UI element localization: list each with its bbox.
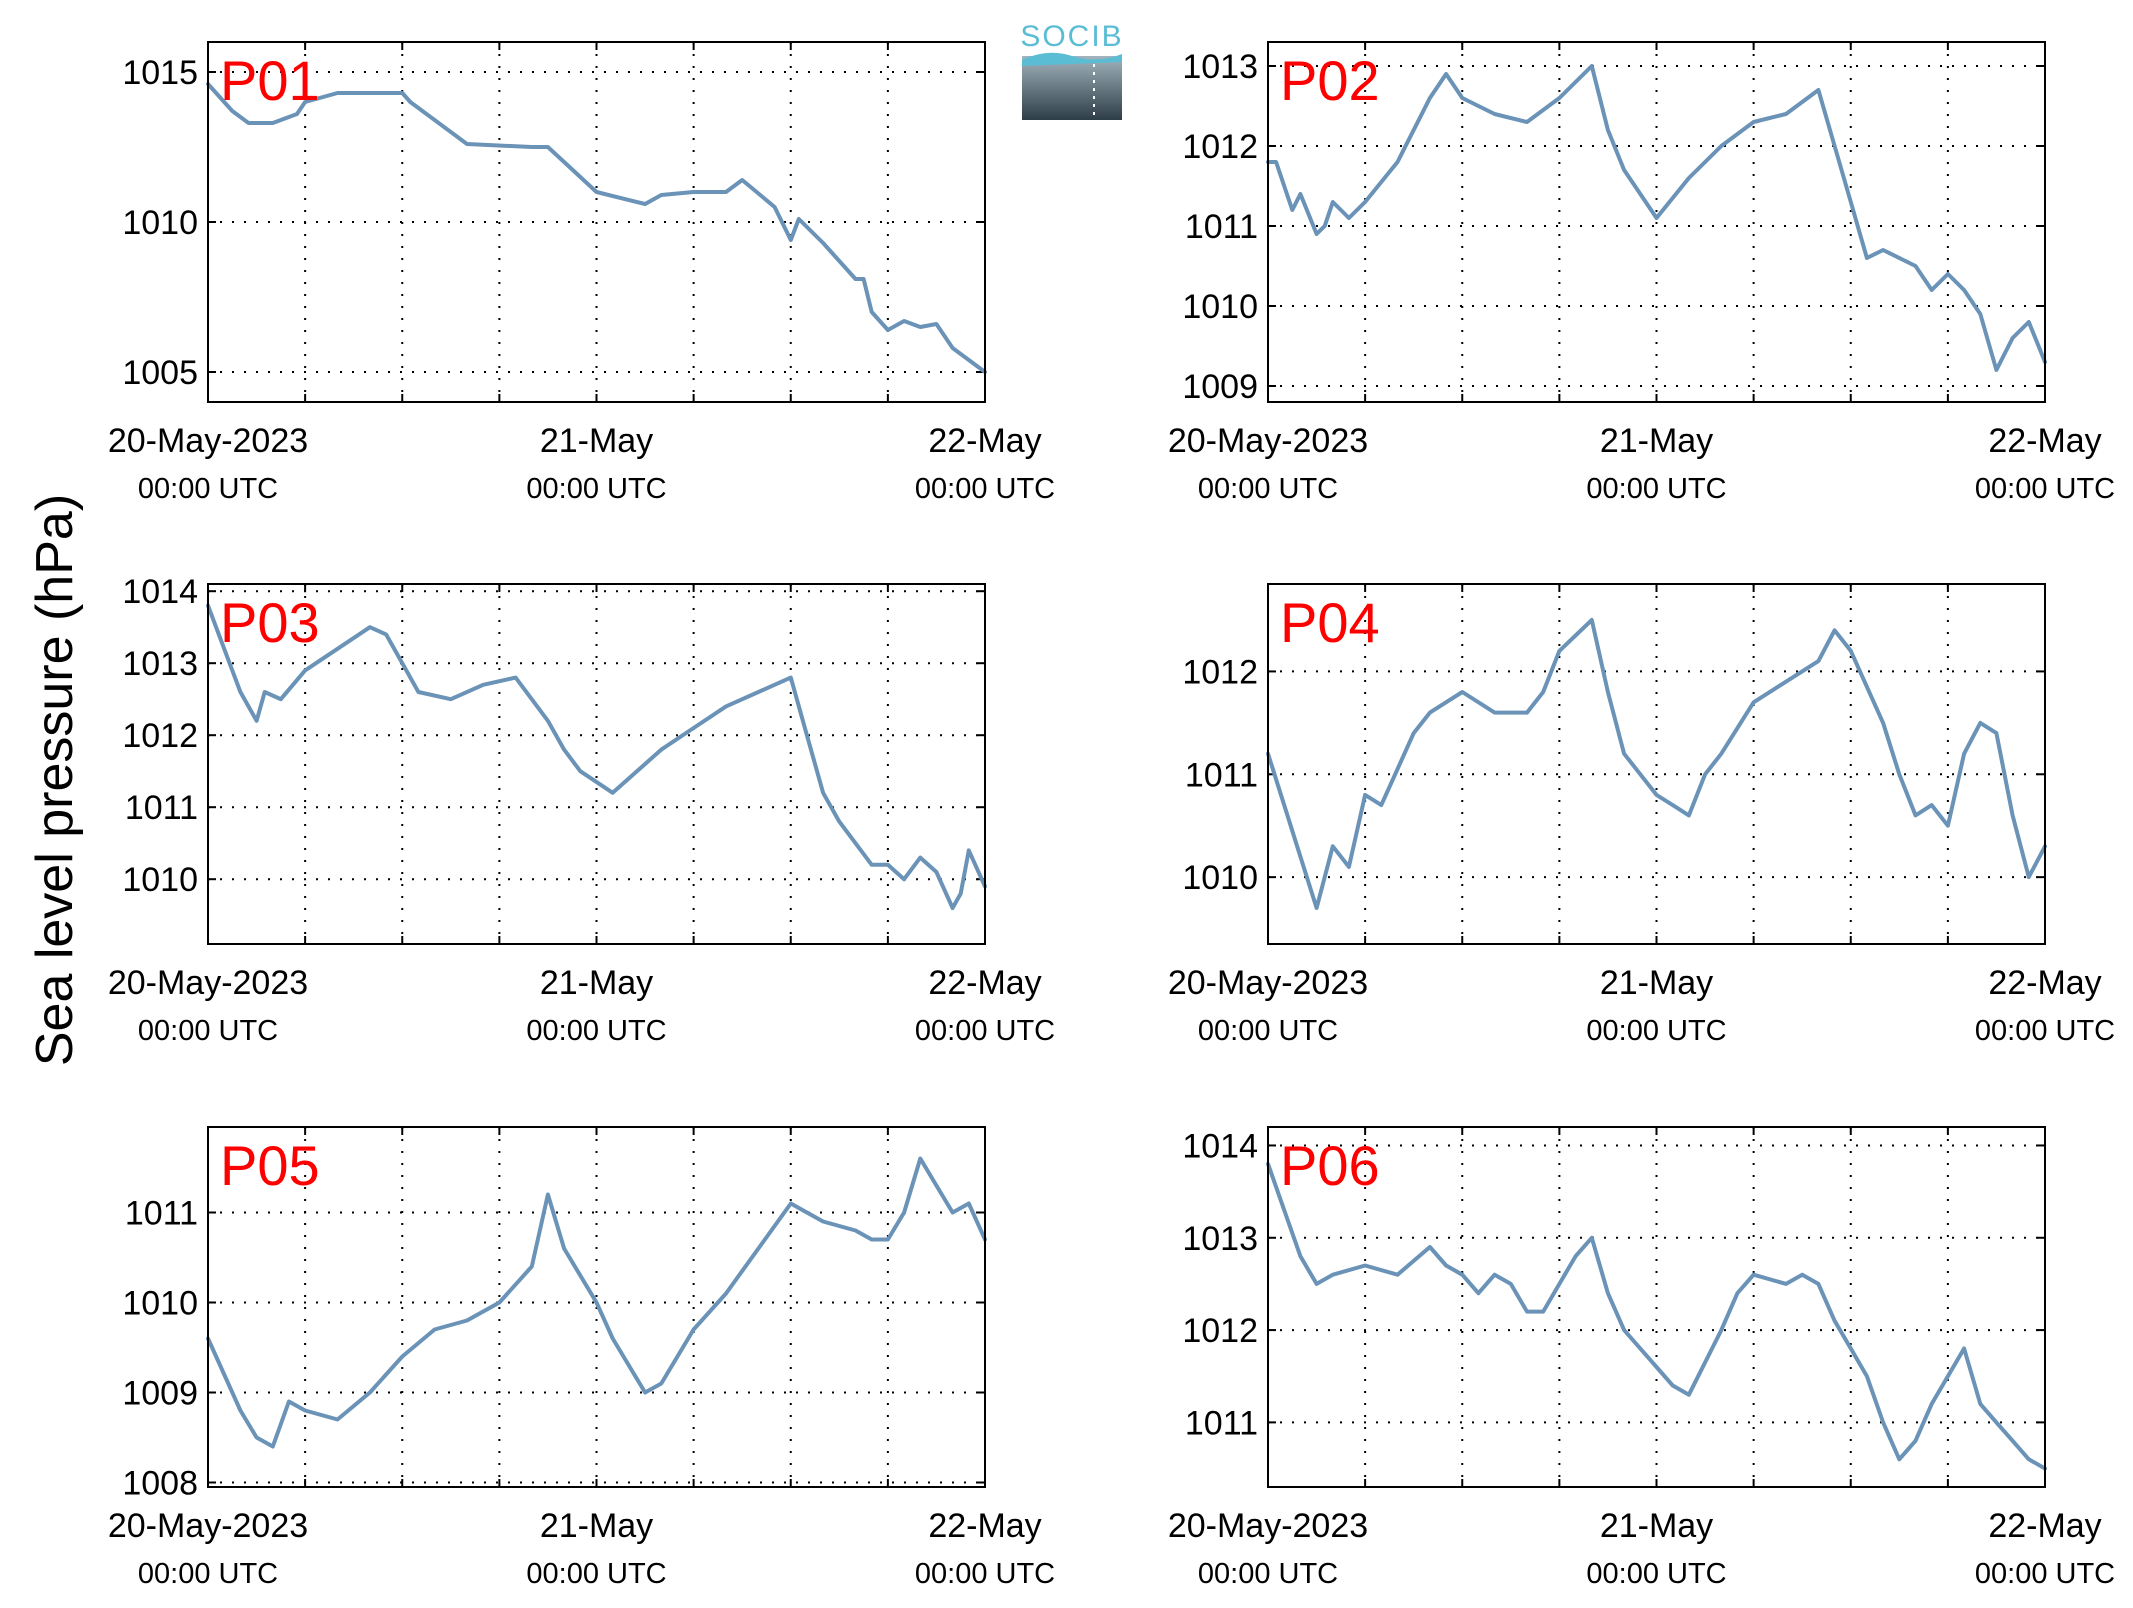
axis-frame — [207, 1126, 986, 1488]
x-tick-label: 20-May-2023 — [108, 964, 308, 1002]
y-tick-label: 1014 — [122, 573, 198, 611]
axis-frame — [1267, 41, 2046, 403]
x-tick-label: 21-May — [1600, 422, 1713, 460]
x-tick-label: 22-May — [928, 1507, 1041, 1545]
x-tick-label: 21-May — [540, 964, 653, 1002]
x-tick-sublabel: 00:00 UTC — [138, 1015, 278, 1047]
y-tick-label: 1011 — [1185, 756, 1258, 794]
x-tick-sublabel: 00:00 UTC — [138, 1558, 278, 1590]
y-tick-label: 1010 — [122, 1285, 198, 1323]
y-tick-label: 1010 — [1182, 288, 1258, 326]
panel-label: P04 — [1280, 591, 1380, 654]
x-tick-label: 20-May-2023 — [108, 1507, 308, 1545]
y-tick-label: 1012 — [1182, 128, 1258, 166]
x-tick-sublabel: 00:00 UTC — [1198, 1558, 1338, 1590]
x-tick-sublabel: 00:00 UTC — [1586, 1558, 1726, 1590]
y-axis-label: Sea level pressure (hPa) — [26, 494, 84, 1066]
socib-logo-box — [1022, 56, 1122, 120]
axis-frame — [1267, 583, 2046, 945]
axis-frame — [207, 41, 986, 403]
x-tick-label: 22-May — [1988, 1507, 2101, 1545]
x-tick-sublabel: 00:00 UTC — [915, 1015, 1055, 1047]
x-tick-sublabel: 00:00 UTC — [1198, 1015, 1338, 1047]
series-line — [1266, 64, 2047, 372]
y-tick-label: 1015 — [122, 54, 198, 92]
x-tick-label: 20-May-2023 — [1168, 1507, 1368, 1545]
axis-frame — [207, 583, 986, 945]
y-tick-label: 1012 — [1182, 1312, 1258, 1350]
x-tick-sublabel: 00:00 UTC — [1586, 1015, 1726, 1047]
y-tick-label: 1012 — [1182, 653, 1258, 691]
x-tick-sublabel: 00:00 UTC — [526, 473, 666, 505]
socib-logo-text: SOCIB — [1020, 20, 1123, 53]
x-tick-label: 22-May — [1988, 964, 2101, 1002]
series-line — [206, 603, 987, 910]
x-tick-sublabel: 00:00 UTC — [915, 473, 1055, 505]
y-tick-label: 1013 — [1182, 1220, 1258, 1258]
y-tick-label: 1011 — [1185, 208, 1258, 246]
x-tick-label: 21-May — [540, 422, 653, 460]
x-tick-sublabel: 00:00 UTC — [1198, 473, 1338, 505]
x-tick-label: 20-May-2023 — [1168, 422, 1368, 460]
panel-label: P01 — [220, 49, 320, 112]
y-tick-label: 1010 — [122, 861, 198, 899]
panel-p04: 1010 1011 1012 20-May-2023 00:00 UTC 21-May 00… — [1168, 583, 2115, 1047]
y-tick-label: 1011 — [125, 789, 198, 827]
panel-label: P03 — [220, 591, 320, 654]
x-tick-label: 20-May-2023 — [1168, 964, 1368, 1002]
panel-p02: 1009 1010 1011 1012 1013 20-May-2023 00:00 UTC… — [1168, 41, 2115, 505]
x-tick-sublabel: 00:00 UTC — [915, 1558, 1055, 1590]
panel-p06: 1011 1012 1013 1014 20-May-2023 00:00 UTC 21-M… — [1168, 1126, 2115, 1590]
x-tick-label: 21-May — [1600, 1507, 1713, 1545]
series-line — [1266, 1161, 2047, 1471]
y-tick-label: 1009 — [1182, 368, 1258, 406]
panel-label: P06 — [1280, 1134, 1380, 1197]
series-line — [1266, 618, 2047, 910]
x-tick-sublabel: 00:00 UTC — [526, 1558, 666, 1590]
x-tick-label: 22-May — [1988, 422, 2101, 460]
x-tick-label: 22-May — [928, 422, 1041, 460]
y-tick-label: 1014 — [1182, 1127, 1258, 1165]
y-tick-label: 1013 — [1182, 48, 1258, 86]
x-tick-sublabel: 00:00 UTC — [526, 1015, 666, 1047]
x-tick-sublabel: 00:00 UTC — [1586, 473, 1726, 505]
panel-p01: 1005 1010 1015 20-May-2023 00:00 UTC 21-May 00… — [108, 41, 1055, 505]
x-tick-label: 20-May-2023 — [108, 422, 308, 460]
x-tick-sublabel: 00:00 UTC — [1975, 1558, 2115, 1590]
y-tick-label: 1010 — [122, 204, 198, 242]
x-tick-sublabel: 00:00 UTC — [138, 473, 278, 505]
x-tick-label: 22-May — [928, 964, 1041, 1002]
axis-frame — [1267, 1126, 2046, 1488]
x-tick-label: 21-May — [540, 1507, 653, 1545]
series-line — [206, 82, 987, 374]
y-tick-label: 1010 — [1182, 859, 1258, 897]
y-tick-label: 1009 — [122, 1375, 198, 1413]
y-tick-label: 1008 — [122, 1465, 198, 1503]
x-tick-sublabel: 00:00 UTC — [1975, 1015, 2115, 1047]
x-tick-sublabel: 00:00 UTC — [1975, 473, 2115, 505]
panel-p03: 1010 1011 1012 1013 1014 20-May-2023 00:00 UTC… — [108, 573, 1055, 1047]
x-tick-label: 21-May — [1600, 964, 1713, 1002]
y-tick-label: 1011 — [125, 1195, 198, 1233]
y-tick-label: 1011 — [1185, 1404, 1258, 1442]
panel-label: P05 — [220, 1134, 320, 1197]
panel-p05: 1008 1009 1010 1011 20-May-2023 00:00 UTC 21-M… — [108, 1126, 1055, 1590]
socib-logo: SOCIB — [1020, 20, 1123, 120]
y-tick-label: 1013 — [122, 645, 198, 683]
y-tick-label: 1012 — [122, 717, 198, 755]
socib-logo-wave — [1022, 52, 1122, 66]
panel-label: P02 — [1280, 49, 1380, 112]
series-line — [206, 1156, 987, 1449]
y-tick-label: 1005 — [122, 354, 198, 392]
